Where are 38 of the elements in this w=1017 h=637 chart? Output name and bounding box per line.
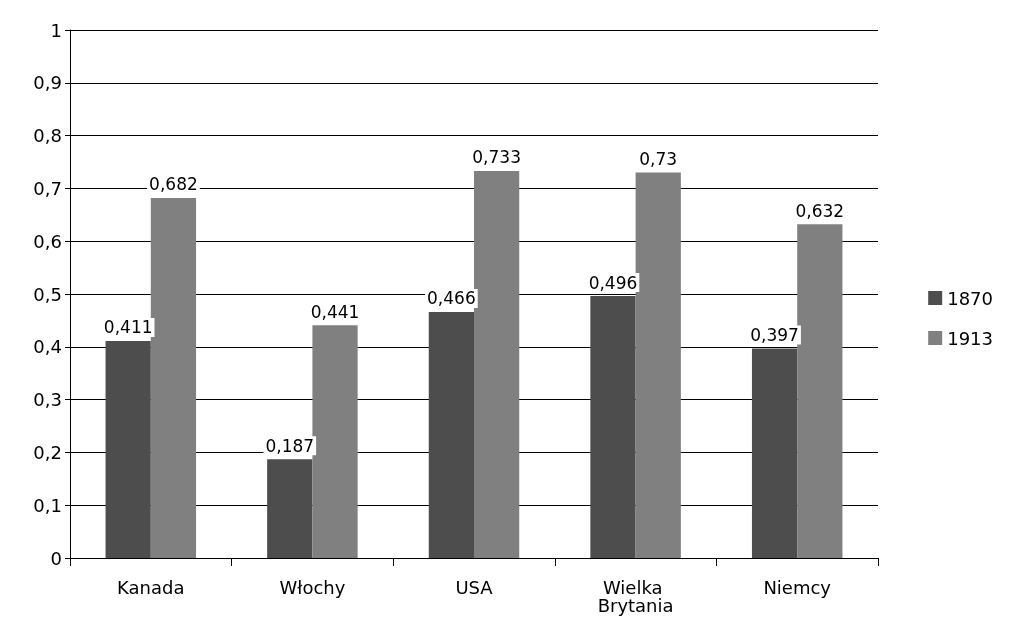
y-tick-label: 0,6 <box>33 230 62 252</box>
bar <box>751 348 798 558</box>
data-label: 0,466 <box>427 288 476 309</box>
bar <box>428 311 474 558</box>
data-label: 0,73 <box>639 149 678 170</box>
y-tick-label: 0,7 <box>33 177 62 199</box>
x-tick-label: Wielka Brytania <box>597 576 674 616</box>
data-label: 0,397 <box>750 324 799 345</box>
bar <box>474 170 520 558</box>
data-label: 0,441 <box>310 301 360 322</box>
y-tick-label: 0,3 <box>33 389 62 411</box>
data-label: 0,411 <box>103 317 153 338</box>
y-tick-label: 0,9 <box>33 72 62 94</box>
y-tick-label: 0 <box>50 547 62 569</box>
legend-label: 1870 <box>947 287 993 309</box>
data-label: 0,733 <box>472 147 521 168</box>
x-tick-label: Kanada <box>117 576 185 598</box>
y-tick-label: 1 <box>50 19 62 41</box>
bar <box>267 459 313 558</box>
bar <box>635 172 681 558</box>
y-tick-label: 0,8 <box>33 125 62 147</box>
bar <box>590 296 636 558</box>
x-tick-label: Włochy <box>279 576 346 598</box>
bar <box>797 224 843 558</box>
legend-label: 1913 <box>947 327 993 349</box>
data-label: 0,632 <box>795 200 845 221</box>
bar <box>150 197 197 558</box>
y-tick-label: 0,5 <box>33 283 62 305</box>
y-tick-label: 0,4 <box>33 336 62 358</box>
x-tick-label: USA <box>455 576 494 598</box>
bar <box>105 340 151 558</box>
y-tick-label: 0,2 <box>33 441 62 463</box>
y-tick-label: 0,1 <box>33 494 62 516</box>
data-label: 0,187 <box>265 435 315 456</box>
x-tick-label: Niemcy <box>763 576 832 598</box>
data-label: 0,496 <box>588 272 638 293</box>
data-label: 0,682 <box>149 174 198 195</box>
bar <box>312 325 358 558</box>
